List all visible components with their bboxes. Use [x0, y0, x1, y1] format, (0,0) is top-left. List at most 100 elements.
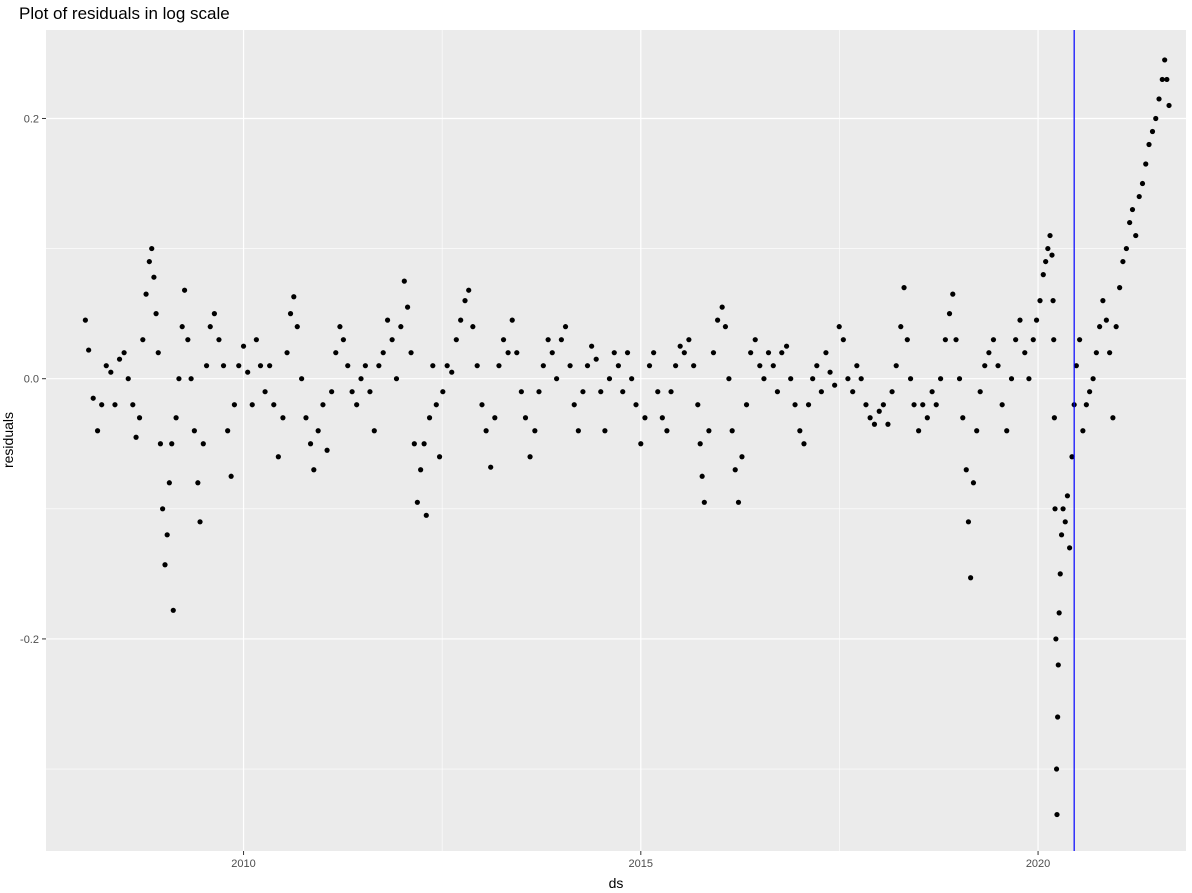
- data-point: [108, 369, 114, 375]
- data-point: [655, 389, 661, 395]
- data-point: [748, 350, 754, 356]
- data-point: [629, 376, 635, 382]
- data-point: [337, 324, 343, 330]
- data-point: [1053, 766, 1060, 772]
- grid-lines: [46, 30, 1186, 851]
- data-point: [462, 298, 468, 304]
- data-point: [408, 350, 414, 356]
- data-point: [170, 607, 176, 613]
- data-point: [1067, 545, 1073, 551]
- data-point: [1053, 636, 1059, 642]
- data-point: [149, 245, 155, 252]
- data-point: [858, 376, 864, 382]
- data-point: [329, 389, 335, 395]
- data-point: [527, 454, 533, 460]
- data-point: [324, 447, 330, 453]
- x-axis-title: ds: [609, 875, 624, 891]
- data-point: [294, 324, 300, 330]
- data-point: [701, 499, 707, 505]
- data-point: [863, 402, 869, 408]
- data-point: [1156, 96, 1162, 102]
- data-point: [176, 376, 182, 382]
- data-point: [1083, 402, 1089, 408]
- data-point: [797, 428, 803, 434]
- data-point: [1064, 493, 1071, 499]
- data-point: [788, 376, 794, 382]
- data-point: [719, 304, 725, 310]
- data-point: [1058, 532, 1065, 538]
- data-point: [1050, 298, 1056, 304]
- plot-panel: [46, 30, 1186, 851]
- data-point: [228, 473, 234, 479]
- data-point: [121, 350, 127, 356]
- data-point: [376, 363, 382, 369]
- data-point: [1087, 389, 1093, 395]
- data-point: [536, 389, 542, 395]
- data-point: [1060, 506, 1066, 512]
- data-point: [146, 258, 152, 265]
- data-point: [615, 363, 621, 369]
- data-point: [845, 376, 851, 382]
- data-point: [470, 324, 476, 330]
- data-point: [946, 311, 953, 317]
- data-point: [1133, 232, 1139, 239]
- data-point: [832, 382, 838, 388]
- data-point: [1164, 76, 1170, 83]
- data-point: [1052, 506, 1058, 512]
- data-point: [699, 473, 705, 479]
- data-point: [876, 408, 882, 414]
- data-point: [779, 350, 785, 356]
- data-point: [414, 499, 420, 505]
- data-point: [358, 376, 364, 382]
- data-point: [695, 402, 701, 408]
- data-point: [823, 350, 829, 356]
- data-point: [116, 356, 123, 362]
- data-point: [1004, 428, 1010, 434]
- data-point: [1049, 252, 1055, 258]
- data-point: [558, 337, 564, 343]
- y-tick-label: 0.2: [24, 113, 39, 125]
- data-point: [411, 441, 417, 447]
- data-point: [362, 363, 368, 369]
- data-point: [466, 287, 472, 293]
- data-point: [389, 337, 395, 343]
- data-point: [575, 428, 581, 434]
- data-point: [262, 389, 268, 395]
- data-point: [354, 402, 360, 408]
- data-point: [86, 347, 92, 353]
- data-point: [169, 441, 175, 447]
- data-point: [1054, 811, 1060, 818]
- data-point: [257, 363, 264, 369]
- data-point: [911, 402, 917, 408]
- data-point: [1040, 272, 1046, 278]
- data-point: [854, 363, 860, 369]
- data-point: [440, 389, 446, 395]
- data-point: [1129, 206, 1136, 213]
- data-point: [211, 311, 217, 317]
- data-point: [1149, 128, 1156, 135]
- data-point: [225, 428, 231, 434]
- data-point: [518, 389, 524, 395]
- data-point: [155, 350, 161, 356]
- data-point: [185, 337, 191, 343]
- data-point: [677, 343, 683, 349]
- data-point: [974, 428, 980, 434]
- chart-title: Plot of residuals in log scale: [19, 4, 230, 23]
- data-point: [1080, 428, 1086, 434]
- data-point: [112, 402, 118, 408]
- data-point: [181, 287, 188, 293]
- data-point: [986, 350, 992, 356]
- data-point: [1110, 415, 1116, 421]
- data-point: [299, 376, 305, 382]
- data-point: [166, 480, 172, 486]
- data-point: [94, 428, 101, 434]
- data-point: [920, 402, 926, 408]
- data-point: [681, 350, 687, 356]
- x-tick-label: 2015: [629, 858, 653, 870]
- data-point: [488, 464, 494, 470]
- data-point: [430, 363, 436, 369]
- data-point: [1123, 245, 1129, 252]
- data-point: [140, 337, 146, 343]
- data-point: [173, 415, 179, 421]
- data-point: [1097, 324, 1103, 330]
